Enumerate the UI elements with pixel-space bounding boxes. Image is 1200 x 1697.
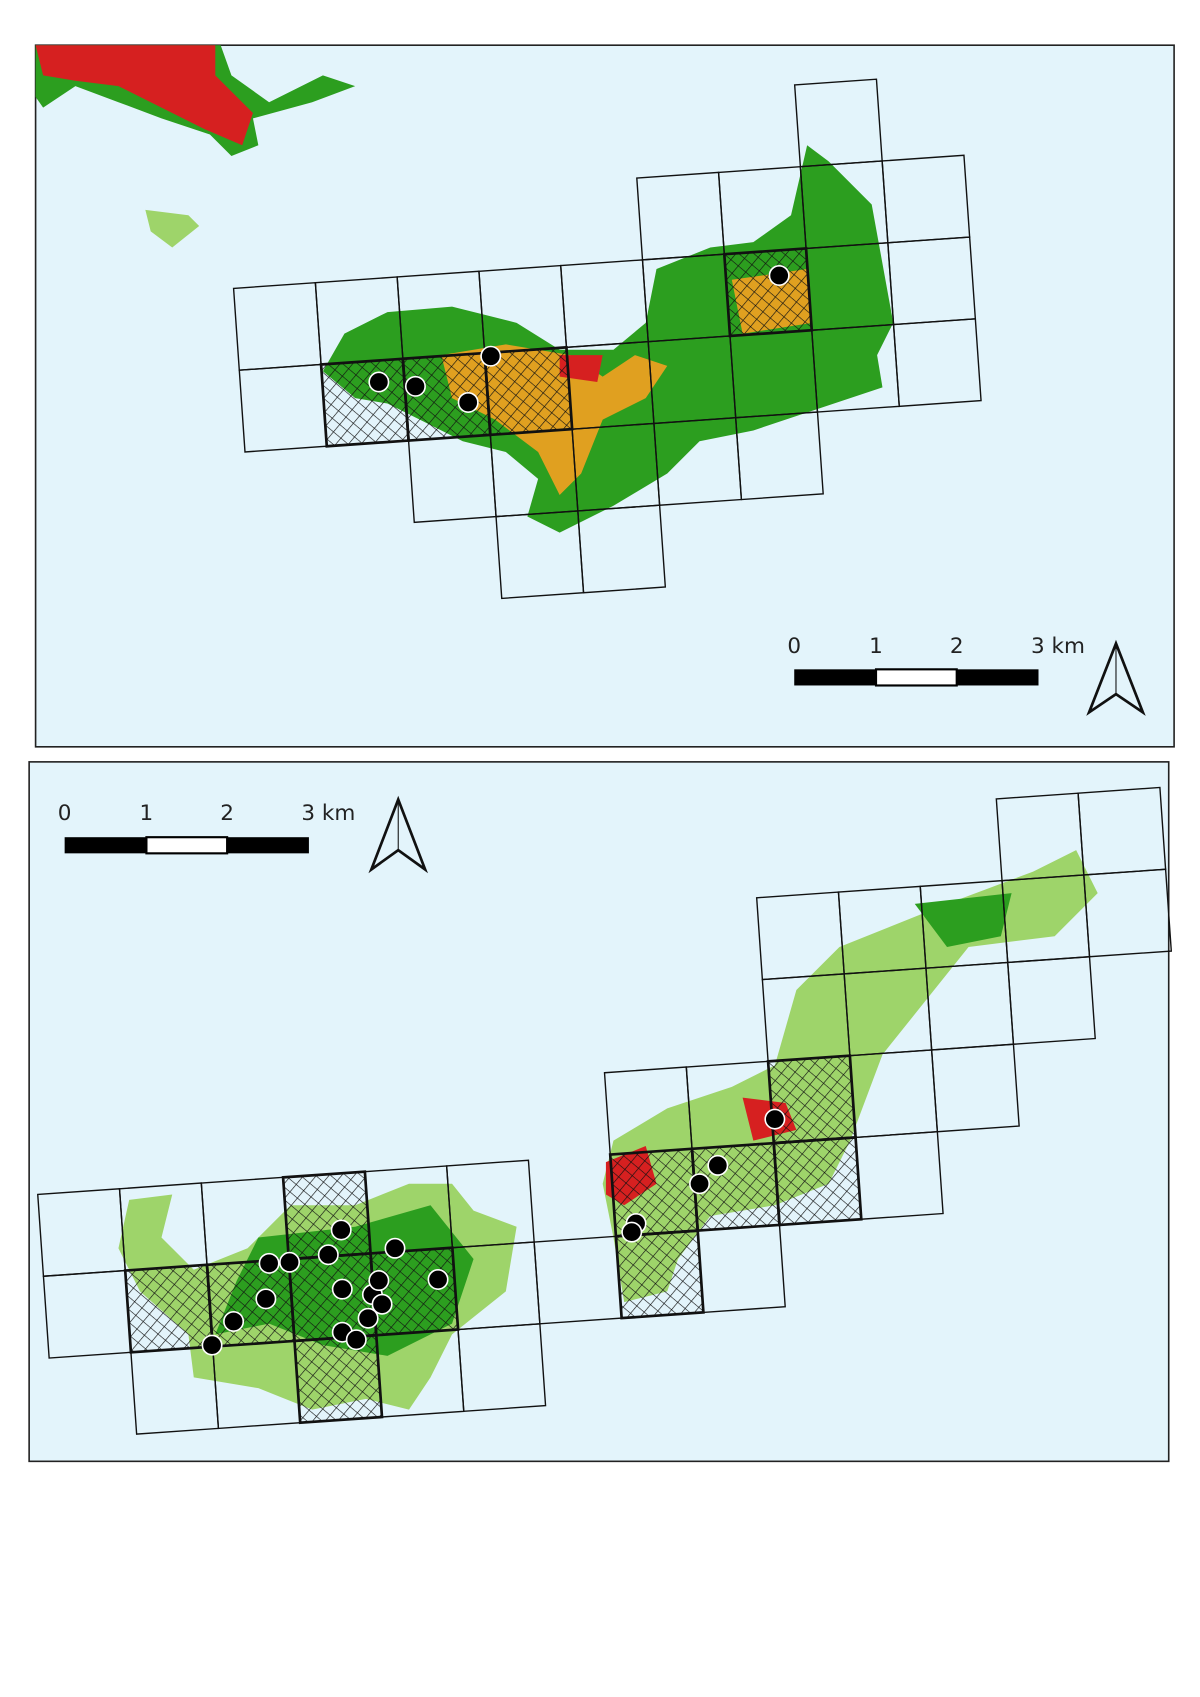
record-dot (480, 345, 502, 367)
record-dot (201, 1334, 223, 1356)
record-dot (621, 1221, 643, 1243)
grid-cell (1077, 786, 1167, 876)
scale-label: 2 (220, 801, 234, 826)
scale-label: 1 (869, 634, 883, 659)
record-dot (317, 1244, 339, 1266)
north-arrow (1086, 639, 1146, 716)
urban (35, 45, 253, 146)
grid-cell (734, 411, 824, 501)
forest (914, 893, 1012, 947)
record-dot (707, 1154, 729, 1176)
record-dot (768, 264, 790, 286)
records (201, 1108, 786, 1356)
hatched-cell (401, 351, 492, 442)
scale-bar: 0 1 2 3 km (787, 634, 1085, 687)
hatched-cell (319, 357, 410, 448)
record-dot (331, 1278, 353, 1300)
grid-cell (457, 1323, 547, 1413)
hatched-cell (766, 1054, 858, 1145)
record-dot (279, 1251, 301, 1273)
hatched-cell (205, 1257, 296, 1349)
record-dot (764, 1108, 786, 1130)
hatched-cell (483, 345, 574, 437)
hatched-cell (772, 1135, 863, 1227)
records (368, 264, 790, 413)
record-dot (427, 1268, 449, 1290)
north-arrow (368, 795, 429, 874)
record-dot (345, 1329, 367, 1351)
scale-label: 1 (140, 801, 154, 826)
hatched-cell (123, 1263, 215, 1354)
scale-label: 2 (950, 634, 964, 659)
record-dot (404, 375, 426, 397)
scale-label: 0 (58, 801, 72, 826)
scale-label: 3 km (301, 801, 355, 826)
hatched-cell (369, 1246, 460, 1337)
grid-cell (892, 318, 982, 408)
record-dot (255, 1288, 277, 1310)
record-dot (384, 1237, 406, 1259)
urban (559, 355, 603, 383)
record-dot (223, 1310, 245, 1332)
record-dot (689, 1173, 711, 1195)
scale-bar: 0 1 2 3 km (58, 801, 355, 855)
hatched-cell (722, 247, 814, 338)
record-dot (357, 1307, 379, 1329)
hatched-cell (608, 1147, 700, 1238)
hatched-cell (293, 1333, 384, 1425)
record-dot (330, 1219, 352, 1241)
record-dot (457, 391, 479, 413)
record-dot (368, 371, 390, 393)
scale-label: 0 (787, 634, 801, 659)
record-dot (368, 1270, 390, 1292)
record-dot (371, 1293, 393, 1315)
scale-label: 3 km (1031, 634, 1085, 659)
grid-cell (577, 504, 667, 594)
islet (145, 209, 200, 248)
record-dot (258, 1252, 280, 1274)
hatched-cell (614, 1229, 705, 1320)
grid (232, 78, 982, 600)
